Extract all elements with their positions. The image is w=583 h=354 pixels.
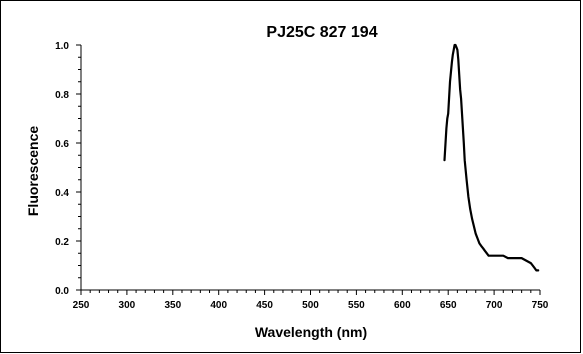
y-tick-label: 0.6 [55,139,69,150]
y-tick-label: 1.0 [55,41,69,52]
x-tick-label: 750 [532,300,549,311]
y-tick-label: 0.0 [55,286,69,297]
x-tick-label: 250 [73,300,90,311]
y-tick-label: 0.4 [55,188,69,199]
x-tick-label: 550 [348,300,365,311]
fluorescence-series-line [443,43,540,272]
x-tick-label: 650 [440,300,457,311]
x-tick-label: 700 [486,300,503,311]
chart-title: PJ25C 827 194 [266,24,377,41]
x-tick-label: 300 [119,300,136,311]
x-axis-label: Wavelength (nm) [255,324,367,340]
tick-labels: 250 300 350 400 450 500 550 600 650 700 750 0.0 0.2 0… [55,41,549,311]
axis-ticks [76,44,541,295]
y-tick-label: 0.2 [55,237,69,248]
x-tick-label: 500 [302,300,319,311]
x-tick-label: 600 [394,300,411,311]
y-tick-label: 0.8 [55,90,69,101]
x-tick-label: 350 [164,300,181,311]
x-tick-label: 400 [210,300,227,311]
x-tick-label: 450 [256,300,273,311]
series-layer [443,43,540,272]
y-axis-label: Fluorescence [25,126,41,216]
